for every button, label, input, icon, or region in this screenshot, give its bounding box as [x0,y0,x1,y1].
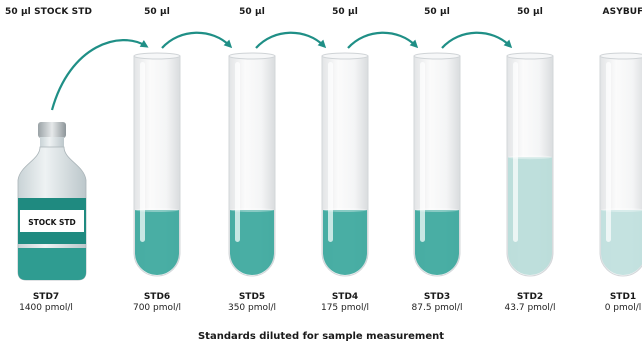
buffer-label: ASYBUF [602,7,642,17]
standard-concentration: 1400 pmol/l [19,303,73,313]
tube-rim [413,52,461,60]
bottle-label-text: STOCK STD [28,218,76,227]
bottle-cap [38,122,66,138]
test-tube [133,52,181,277]
tube-liquid [230,210,274,275]
tube-liquid [508,157,552,275]
transfer-label: 50 µl [144,7,170,17]
standard-concentration: 87.5 pmol/l [411,303,463,313]
transfer-arrow [255,31,327,49]
transfer-arrows [50,31,513,111]
test-tubes [133,52,642,277]
transfer-label: 50 µl [332,7,358,17]
standard-name: STD1 [609,292,637,302]
tube-rim [321,52,369,60]
standard-concentration: 350 pmol/l [227,303,277,313]
test-tube [413,52,461,277]
standard-concentration: 43.7 pmol/l [504,303,556,313]
test-tube [228,52,276,277]
transfer-arrow [441,31,513,49]
tube-rim [228,52,276,60]
test-tube [321,52,369,277]
tube-liquid [601,210,642,275]
tube-liquid [415,210,459,275]
tube-liquid [323,210,367,275]
test-tube [506,52,554,277]
bottle-liquid [18,248,86,280]
stock-bottle: STOCK STD [17,122,87,281]
tube-rim [133,52,181,60]
transfer-arrow [347,31,419,49]
standard-concentration: 0 pmol/l [604,303,642,313]
tube-rim [506,52,554,60]
standard-name: STD2 [516,292,544,302]
transfer-arrow [50,39,149,111]
tube-rim [599,52,642,60]
standard-name: STD7 [32,292,60,302]
standard-name: STD4 [331,292,359,302]
diagram-caption: Standards diluted for sample measurement [197,331,445,342]
tube-liquid [135,210,179,275]
stock-label: 50 µl STOCK STD [5,7,93,17]
standard-name: STD3 [423,292,451,302]
transfer-label: 50 µl [424,7,450,17]
transfer-label: 50 µl [517,7,543,17]
transfer-label: 50 µl [239,7,265,17]
transfer-arrow [161,31,233,49]
standard-name: STD6 [143,292,171,302]
standard-concentration: 175 pmol/l [320,303,370,313]
bottle-label [20,210,84,232]
standard-name: STD5 [238,292,266,302]
standard-concentration: 700 pmol/l [132,303,182,313]
test-tube [599,52,642,277]
